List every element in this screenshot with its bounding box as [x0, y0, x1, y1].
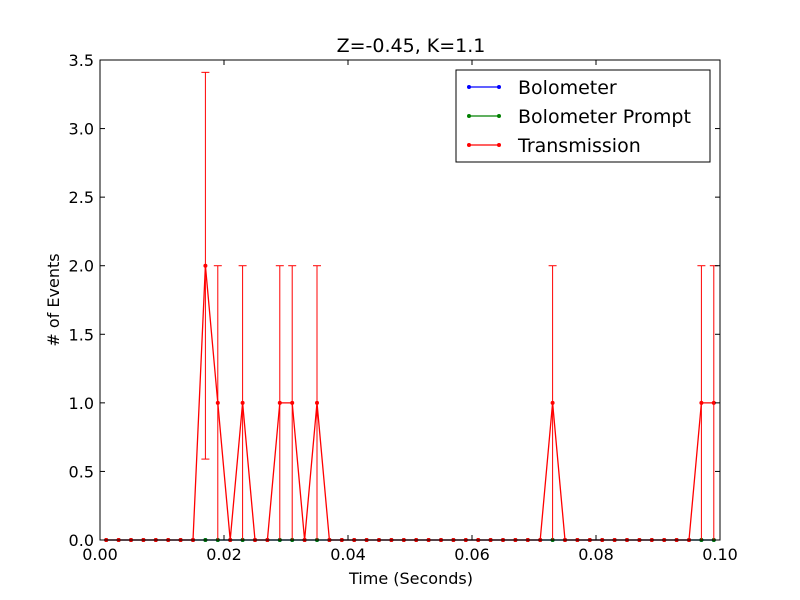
data-point: [315, 400, 319, 405]
x-tick-label: 0.10: [702, 545, 738, 564]
data-point: [711, 400, 716, 405]
y-tick-label: 3.0: [69, 120, 94, 139]
legend-label: Bolometer Prompt: [518, 106, 691, 128]
x-tick-label: 0.06: [454, 545, 490, 564]
y-axis-label: # of Events: [44, 253, 63, 346]
x-tick-label: 0.08: [578, 545, 614, 564]
axis-ticks: 0.00 0.02 0.04 0.06 0.08 0.10 0.0 0.5 1.0 1.5 2.0 2…: [69, 51, 738, 564]
data-point: [699, 400, 704, 405]
data-point: [290, 400, 295, 405]
y-tick-label: 0.5: [69, 462, 94, 481]
series-line: [106, 265, 714, 541]
x-tick-label: 0.02: [206, 545, 242, 564]
x-tick-label: 0.00: [82, 545, 118, 564]
x-axis-label: Time (Seconds): [348, 569, 473, 588]
y-tick-label: 0.0: [69, 531, 94, 550]
data-point: [240, 400, 245, 405]
data-point: [550, 400, 555, 405]
legend-marker: [497, 85, 501, 89]
y-tick-label: 2.0: [69, 257, 94, 276]
legend-label: Transmission: [517, 135, 641, 157]
legend-marker: [467, 143, 471, 147]
legend-label: Bolometer: [518, 77, 617, 99]
legend-item-bolometer: Bolometer: [467, 77, 617, 99]
legend-marker: [467, 85, 471, 89]
legend-marker: [467, 114, 471, 118]
y-tick-label: 3.5: [69, 51, 94, 70]
series-transmission: [104, 71, 718, 542]
data-point: [277, 400, 282, 405]
plot-frame: [99, 59, 721, 541]
legend-item-bolometer-prompt: Bolometer Prompt: [467, 106, 691, 128]
data-point: [203, 263, 208, 268]
y-tick-label: 1.5: [69, 325, 94, 344]
legend-item-transmission: Transmission: [467, 135, 641, 157]
legend-marker: [497, 114, 501, 118]
chart-title: Z=-0.45, K=1.1: [337, 35, 486, 57]
y-tick-label: 2.5: [69, 188, 94, 207]
legend: Bolometer Bolometer Prompt Transmission: [455, 69, 711, 163]
x-tick-label: 0.04: [330, 545, 366, 564]
legend-marker: [497, 143, 501, 147]
y-tick-label: 1.0: [69, 394, 94, 413]
data-point: [215, 400, 220, 405]
